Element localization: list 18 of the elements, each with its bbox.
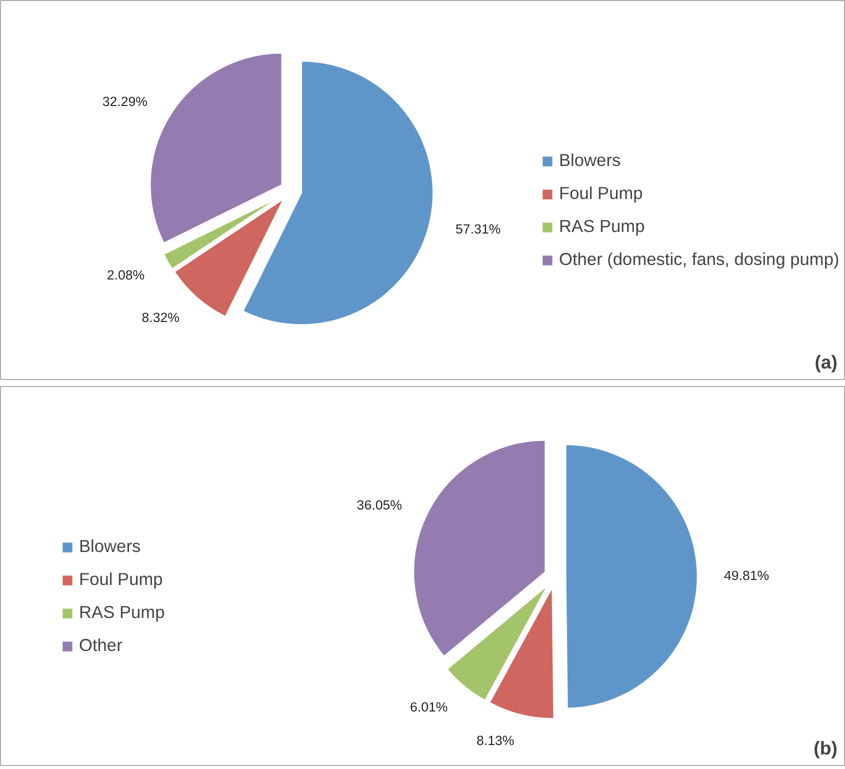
- data-label: 2.08%: [106, 267, 145, 282]
- data-label: 36.05%: [356, 497, 402, 512]
- data-label: 32.29%: [102, 94, 148, 109]
- legend-label: RAS Pump: [79, 602, 166, 623]
- text: (a): [814, 352, 838, 372]
- legend-label: Other: [79, 635, 124, 656]
- legend-label: Blowers: [559, 150, 622, 171]
- data-label: 57.31%: [456, 221, 501, 236]
- legend-label: Foul Pump: [559, 183, 644, 204]
- legend-label: Other (domestic, fans, dosing pump): [559, 249, 840, 270]
- legend-label: Blowers: [79, 536, 142, 557]
- legend-label: RAS Pump: [559, 216, 646, 237]
- legend-label: Foul Pump: [79, 569, 164, 590]
- data-label: 8.13%: [476, 732, 514, 748]
- data-label: 8.32%: [142, 310, 180, 325]
- data-label: 6.01%: [410, 700, 448, 715]
- data-label: 49.81%: [724, 568, 770, 583]
- text: (b): [814, 738, 838, 758]
